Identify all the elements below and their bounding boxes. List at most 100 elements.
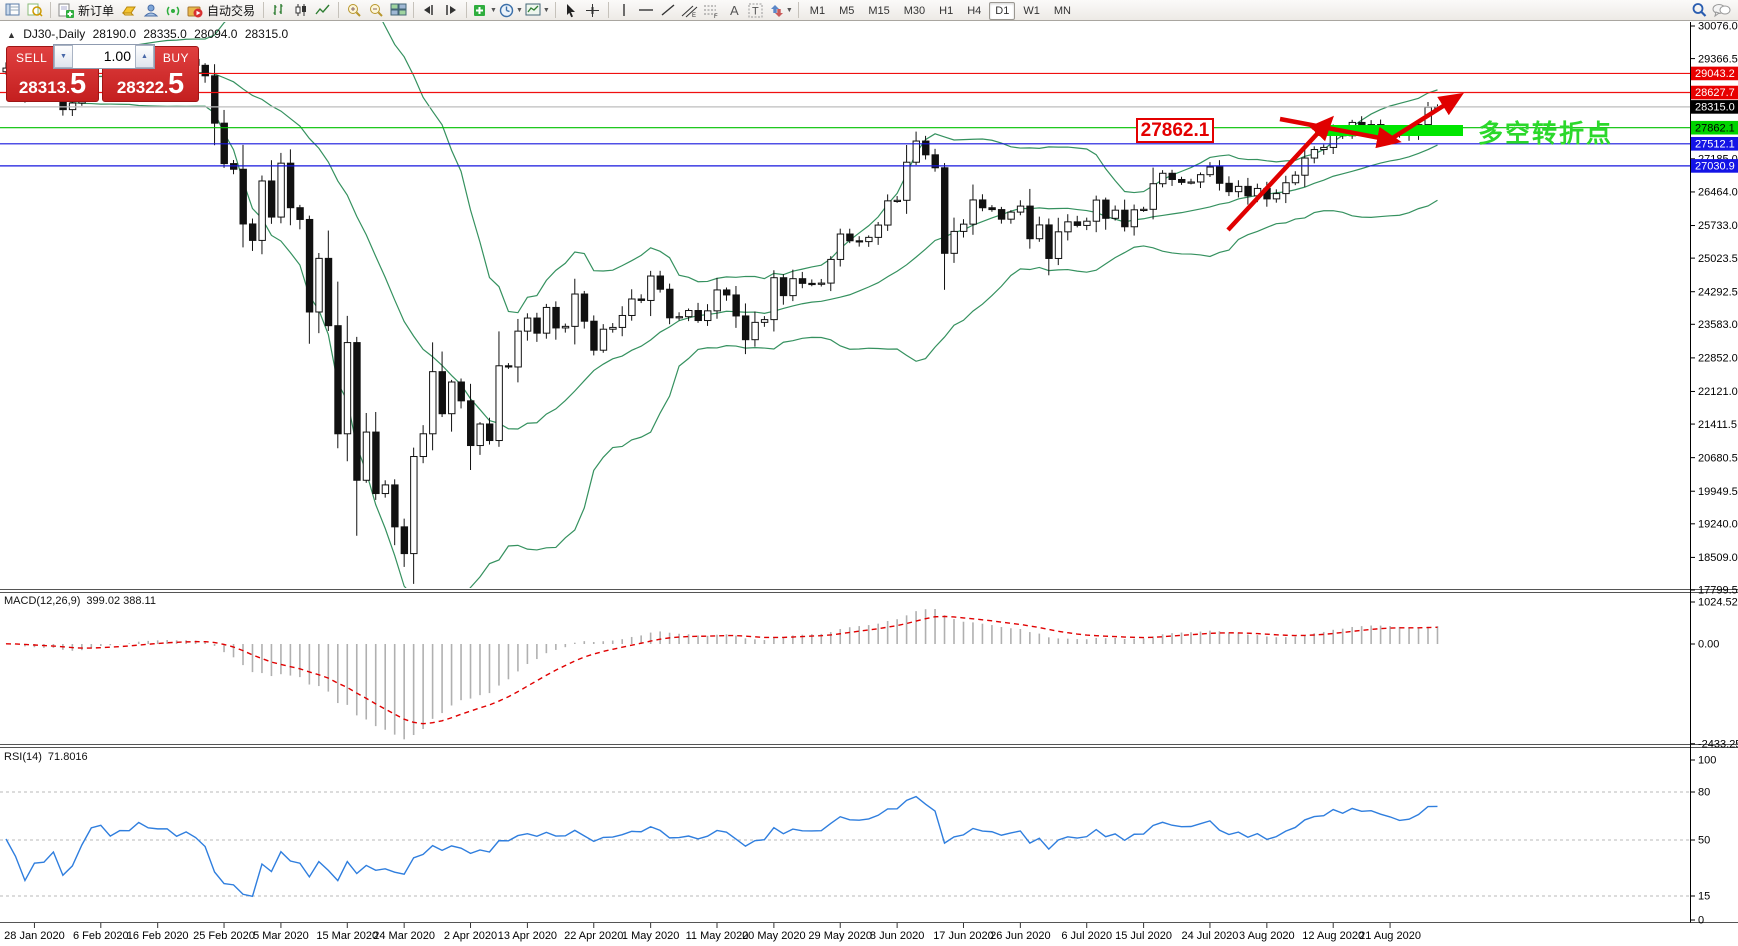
timeframe-M30[interactable]: M30: [903, 5, 926, 17]
toolbar-separator: [554, 2, 556, 18]
trendline-icon[interactable]: [658, 1, 678, 19]
timeframe-M5[interactable]: M5: [839, 5, 855, 17]
price-level-annotation[interactable]: 27862.1: [1136, 118, 1214, 143]
signal-icon[interactable]: [163, 1, 183, 19]
svg-text:27862.1: 27862.1: [1695, 122, 1735, 134]
open-value: 28190.0: [92, 27, 137, 41]
horizontal-level-lines[interactable]: [0, 72, 1691, 167]
horizontal-line-icon[interactable]: [636, 1, 656, 19]
timeframe-D1[interactable]: D1: [989, 2, 1016, 20]
timeframe-M1[interactable]: M1: [809, 5, 826, 17]
shapes-icon[interactable]: ▼: [768, 1, 793, 19]
toolbar-separator: [466, 2, 468, 18]
svg-text:100: 100: [1698, 755, 1716, 767]
chevron-down-icon: ▼: [490, 6, 497, 14]
volume-value[interactable]: 1.00: [103, 48, 131, 64]
timeframe-MN[interactable]: MN: [1053, 5, 1071, 17]
svg-text:20680.5: 20680.5: [1698, 452, 1738, 464]
toolbar-separator: [607, 2, 609, 18]
tile-windows-icon[interactable]: [388, 1, 408, 19]
zoom-out-icon[interactable]: [366, 1, 386, 19]
svg-text:25 Feb 2020: 25 Feb 2020: [193, 930, 255, 942]
data-window-icon[interactable]: [25, 1, 45, 19]
svg-text:80: 80: [1698, 787, 1710, 799]
svg-text:22852.0: 22852.0: [1698, 353, 1738, 365]
rsi-label: RSI(14) 71.8016: [4, 751, 88, 763]
close-value: 28315.0: [244, 27, 289, 41]
vertical-line-icon[interactable]: [614, 1, 634, 19]
svg-text:21411.5: 21411.5: [1698, 419, 1737, 431]
community-icon[interactable]: [141, 1, 161, 19]
toolbar-separator: [338, 2, 340, 18]
sell-price: 28313.5: [18, 68, 87, 100]
new-order-label[interactable]: 新订单: [78, 3, 115, 18]
svg-text:3 Aug 2020: 3 Aug 2020: [1239, 930, 1295, 942]
svg-text:0: 0: [1698, 915, 1704, 927]
periods-icon[interactable]: ▼: [499, 1, 523, 19]
svg-text:27512.1: 27512.1: [1695, 138, 1735, 150]
svg-text:T: T: [752, 5, 759, 17]
line-chart-icon[interactable]: [313, 1, 333, 19]
toolbar-separator: [797, 2, 799, 18]
svg-text:18509.0: 18509.0: [1698, 552, 1738, 564]
svg-text:25023.5: 25023.5: [1698, 253, 1738, 265]
channel-icon[interactable]: E: [680, 1, 700, 19]
auto-trading-label[interactable]: 自动交易: [207, 3, 256, 18]
svg-text:6 Feb 2020: 6 Feb 2020: [73, 930, 129, 942]
svg-text:30076.0: 30076.0: [1698, 21, 1738, 33]
svg-text:28315.0: 28315.0: [1695, 102, 1735, 114]
search-icon[interactable]: [1689, 1, 1709, 19]
buy-price: 28322.5: [116, 68, 185, 100]
chart-info-line: ▲ DJ30-,Daily 28190.0 28335.0 28094.0 28…: [7, 27, 292, 41]
svg-text:27030.9: 27030.9: [1695, 161, 1735, 173]
volume-increase-button[interactable]: ▲: [135, 45, 154, 68]
bollinger-bands: [5, 22, 1438, 588]
bar-chart-icon[interactable]: [269, 1, 289, 19]
volume-decrease-button[interactable]: ▼: [54, 45, 73, 68]
svg-text:24 Mar 2020: 24 Mar 2020: [373, 930, 435, 942]
timeframe-H1[interactable]: H1: [939, 5, 954, 17]
new-order-icon[interactable]: [56, 1, 76, 19]
gold-icon[interactable]: [119, 1, 139, 19]
trend-arrows-annotation[interactable]: [1226, 92, 1464, 232]
high-value: 28335.0: [143, 27, 187, 41]
template-icon[interactable]: ▼: [525, 1, 550, 19]
svg-text:1 May 2020: 1 May 2020: [622, 930, 679, 942]
chat-icon[interactable]: [1711, 1, 1731, 19]
fibonacci-icon[interactable]: F: [702, 1, 722, 19]
macd-indicator: [5, 608, 1439, 740]
svg-text:28 Jan 2020: 28 Jan 2020: [4, 930, 65, 942]
cursor-icon[interactable]: [561, 1, 581, 19]
market-watch-icon[interactable]: [3, 1, 23, 19]
text-icon[interactable]: A: [724, 1, 744, 19]
svg-text:17 Jun 2020: 17 Jun 2020: [933, 930, 994, 942]
symbol-period-label: DJ30-,Daily: [23, 27, 86, 41]
panel-separators[interactable]: [0, 22, 1738, 923]
low-value: 28094.0: [194, 27, 238, 41]
svg-text:25733.0: 25733.0: [1698, 220, 1738, 232]
toolbar-right: [1688, 1, 1732, 19]
svg-text:15: 15: [1698, 891, 1710, 903]
timeframe-W1[interactable]: W1: [1023, 5, 1040, 17]
collapse-panel-icon[interactable]: ▲: [7, 30, 16, 40]
timeframe-M15[interactable]: M15: [868, 5, 890, 17]
label-icon[interactable]: T: [746, 1, 766, 19]
svg-text:13 Apr 2020: 13 Apr 2020: [498, 930, 557, 942]
svg-text:22 Apr 2020: 22 Apr 2020: [564, 930, 623, 942]
chart-shift-icon[interactable]: [441, 1, 461, 19]
svg-text:22121.0: 22121.0: [1698, 386, 1738, 398]
timeframe-H4[interactable]: H4: [967, 5, 982, 17]
svg-text:16 Feb 2020: 16 Feb 2020: [127, 930, 189, 942]
turning-point-annotation[interactable]: 多空转折点: [1478, 120, 1614, 148]
svg-text:8 Jun 2020: 8 Jun 2020: [870, 930, 924, 942]
svg-text:29 May 2020: 29 May 2020: [808, 930, 872, 942]
auto-scroll-icon[interactable]: [419, 1, 439, 19]
zoom-in-icon[interactable]: [344, 1, 364, 19]
candlestick-icon[interactable]: [291, 1, 311, 19]
auto-trading-icon[interactable]: [185, 1, 205, 19]
indicators-icon[interactable]: ▼: [472, 1, 497, 19]
crosshair-icon[interactable]: [583, 1, 603, 19]
macd-label: MACD(12,26,9) 399.02 388.11: [4, 595, 156, 607]
svg-text:E: E: [692, 13, 696, 18]
candlesticks: [2, 45, 1442, 584]
